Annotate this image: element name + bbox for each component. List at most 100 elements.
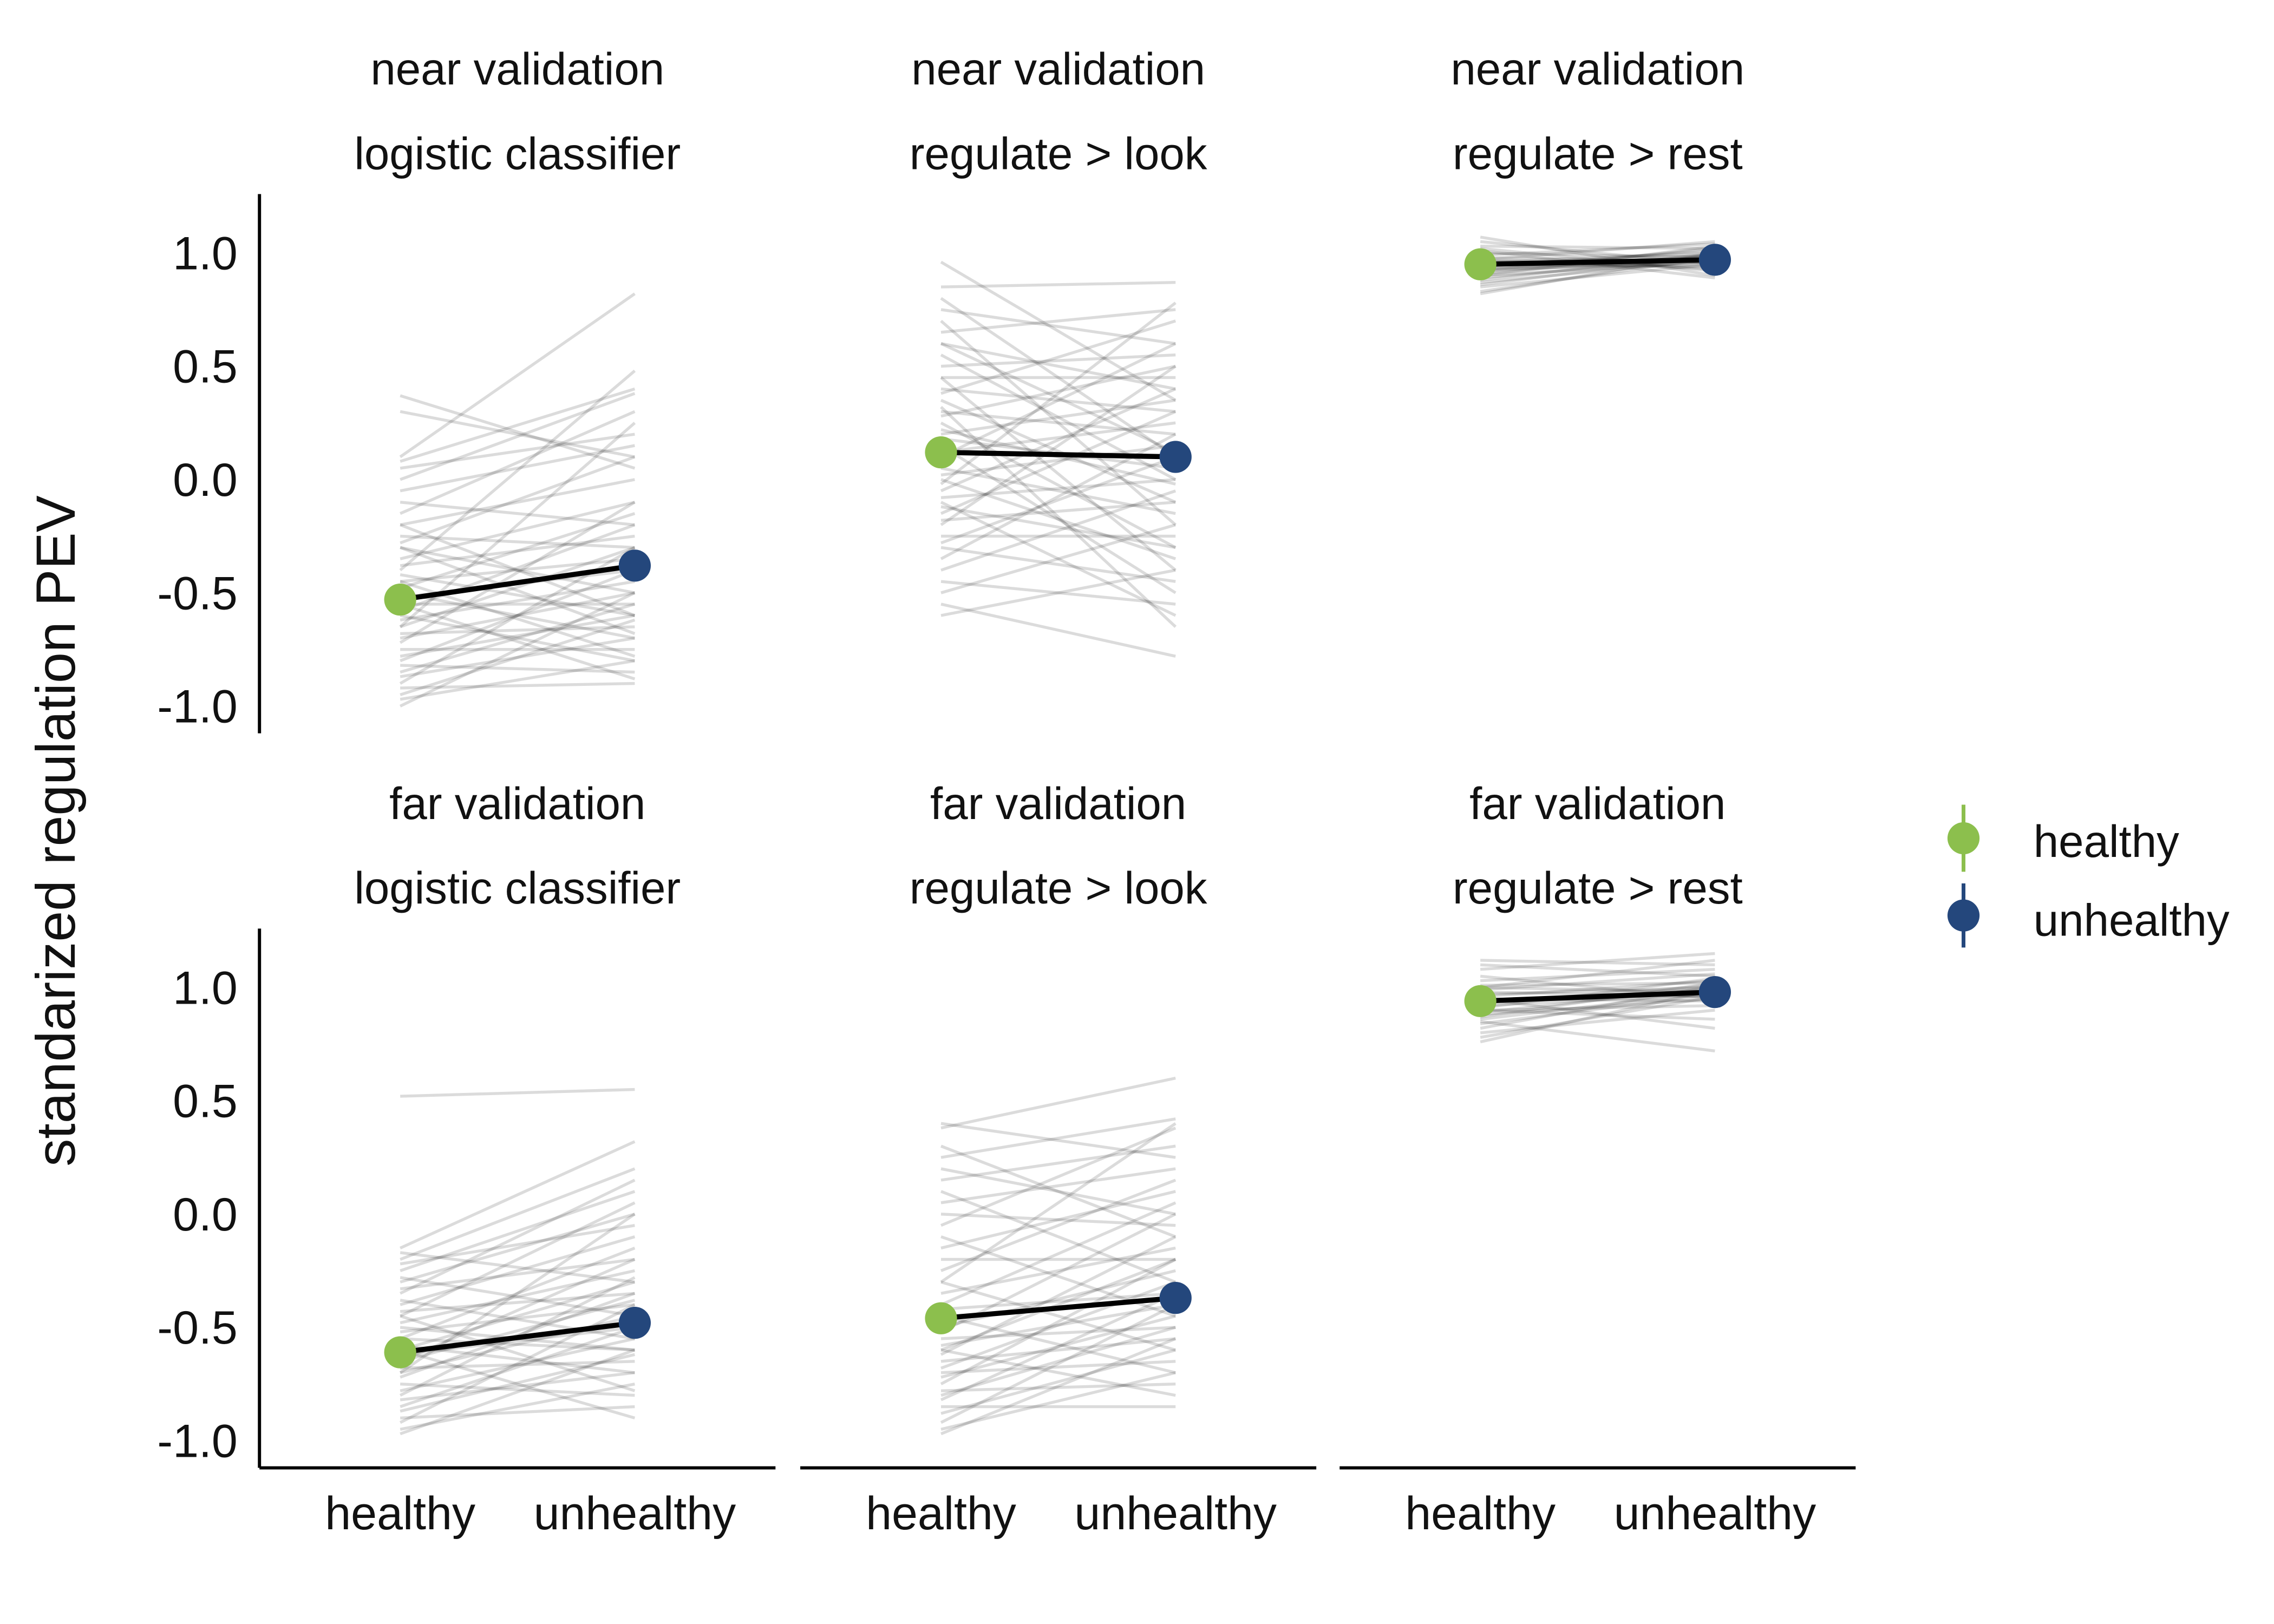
subject-line xyxy=(400,392,636,481)
subject-line xyxy=(940,1190,1176,1250)
subject-line xyxy=(400,1337,635,1392)
subject-line xyxy=(400,1326,635,1356)
subject-line xyxy=(400,580,635,621)
subject-line xyxy=(1480,993,1715,1007)
subject-line xyxy=(940,1144,1177,1239)
subject-line xyxy=(940,410,1176,436)
unhealthy-mean-point xyxy=(618,549,651,582)
x-tick-label: unhealthy xyxy=(1614,1488,1816,1540)
unhealthy-mean-point xyxy=(1159,441,1192,473)
subject-line xyxy=(1480,235,1715,277)
subject-line xyxy=(940,319,1177,526)
subject-line xyxy=(940,387,1176,413)
subject-line xyxy=(400,1383,635,1431)
subject-line xyxy=(1480,240,1715,261)
subject-line xyxy=(399,292,636,459)
y-tick-label: -1.0 xyxy=(157,681,237,733)
subject-line xyxy=(940,1292,1177,1402)
subject-line xyxy=(1480,972,1715,992)
subject-line xyxy=(940,1246,1176,1295)
subject-line xyxy=(1480,986,1715,996)
mean-line xyxy=(400,1320,635,1355)
subject-line xyxy=(940,546,1176,583)
subject-line xyxy=(1480,979,1715,998)
subject-line xyxy=(400,1348,636,1436)
subject-line xyxy=(400,1348,636,1420)
subject-line xyxy=(940,1360,1176,1374)
healthy-mean-point xyxy=(925,1302,957,1334)
subject-line xyxy=(400,1167,636,1261)
x-axis: healthy unhealthy xyxy=(259,1466,776,1540)
subject-line xyxy=(400,534,635,549)
subject-line xyxy=(400,512,636,590)
subject-line xyxy=(1480,245,1715,250)
subject-line xyxy=(400,591,635,640)
subject-lines xyxy=(399,292,636,708)
subject-line xyxy=(400,1269,635,1325)
subject-line xyxy=(400,387,636,463)
subject-line xyxy=(399,591,636,708)
subject-line xyxy=(940,421,1176,454)
x-tick-label: healthy xyxy=(866,1488,1016,1540)
subject-line xyxy=(1480,997,1715,1017)
x-tick-label: healthy xyxy=(325,1488,475,1540)
subject-line xyxy=(940,1326,1176,1340)
subject-line xyxy=(400,1088,635,1098)
subject-line xyxy=(940,398,1176,436)
facet-title-method: regulate > rest xyxy=(1453,862,1743,913)
legend: healthy unhealthy xyxy=(1947,804,2230,948)
y-tick-label: -1.0 xyxy=(157,1415,237,1467)
subject-line xyxy=(400,478,635,527)
subject-line xyxy=(1480,988,1715,1044)
facet-title-validation: near validation xyxy=(1450,43,1744,94)
subject-line xyxy=(940,342,1177,459)
subject-line xyxy=(400,573,635,617)
subject-line xyxy=(940,501,1177,617)
subject-line xyxy=(940,1258,1177,1352)
x-axis: healthy unhealthy xyxy=(1339,1466,1856,1540)
facet-title-method: regulate > look xyxy=(910,128,1207,179)
subject-line xyxy=(400,625,635,636)
subject-line xyxy=(940,1167,1176,1204)
subject-line xyxy=(940,308,1176,345)
subject-line xyxy=(400,557,635,583)
x-axis: healthy unhealthy xyxy=(800,1466,1317,1540)
subject-line xyxy=(400,546,635,594)
subject-line xyxy=(940,1280,1177,1370)
facet-panel: near validation regulate > rest xyxy=(1450,43,1744,296)
facet-title-validation: far validation xyxy=(930,778,1186,829)
subject-line xyxy=(940,342,1176,391)
subject-lines xyxy=(940,260,1177,658)
subject-line xyxy=(940,505,1176,549)
facet-panel: near validation regulate > look xyxy=(910,43,1207,658)
subject-line xyxy=(400,1353,636,1413)
subject-line xyxy=(940,1201,1177,1306)
subject-line xyxy=(940,444,1177,594)
facet-title-validation: far validation xyxy=(1469,778,1726,829)
subject-line xyxy=(940,353,1176,368)
subject-line xyxy=(940,260,1177,402)
subject-line xyxy=(399,1303,636,1424)
subject-line xyxy=(400,546,636,635)
subject-line xyxy=(940,455,1177,545)
subject-line xyxy=(400,637,635,678)
subject-line xyxy=(1480,959,1715,967)
subject-line xyxy=(400,1405,635,1420)
subject-line xyxy=(940,1127,1177,1227)
subject-line xyxy=(400,659,635,701)
subject-line xyxy=(940,1314,1176,1379)
subject-line xyxy=(1480,242,1715,257)
facet-grid: 1.0 0.5 0.0 -0.5 -1.0 1.0 0.5 0.0 -0.5 -1.0 health… xyxy=(157,43,1856,1540)
subject-line xyxy=(1480,260,1715,277)
subject-line xyxy=(940,1303,1177,1424)
subject-line xyxy=(940,1258,1177,1386)
subject-line xyxy=(940,1122,1176,1159)
subject-line xyxy=(400,1337,635,1352)
legend-item-unhealthy: unhealthy xyxy=(1947,883,2230,948)
subject-line xyxy=(400,501,635,527)
legend-unhealthy-label: unhealthy xyxy=(2034,894,2230,945)
subject-line xyxy=(940,1235,1177,1356)
unhealthy-mean-point xyxy=(1698,244,1731,276)
subject-line xyxy=(940,478,1177,560)
